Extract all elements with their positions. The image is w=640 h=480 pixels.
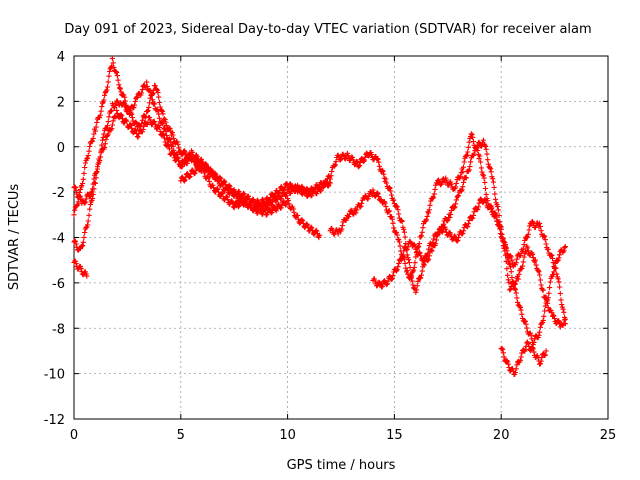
series-track-1 <box>71 55 333 218</box>
data-points <box>71 258 90 279</box>
y-tick-label: -12 <box>44 413 65 428</box>
data-points <box>370 196 568 348</box>
y-axis-label: SDTVAR / TECUs <box>7 184 22 291</box>
y-tick-label: -10 <box>44 368 65 383</box>
x-tick-label: 0 <box>70 428 78 443</box>
x-axis-label: GPS time / hours <box>287 458 396 473</box>
y-tick-label: -8 <box>52 322 65 337</box>
series-track-3 <box>71 107 568 327</box>
data-series-layer <box>71 55 568 377</box>
data-points <box>327 137 568 330</box>
y-tick-label: -2 <box>52 186 65 201</box>
series-track-7 <box>370 196 568 348</box>
x-axis-ticks: 0 5 10 15 20 25 <box>70 56 616 443</box>
series-track-8 <box>498 339 549 377</box>
series-track-6 <box>327 137 568 330</box>
x-tick-label: 25 <box>600 428 617 443</box>
series-track-4 <box>71 258 90 279</box>
y-tick-label: 2 <box>57 95 65 110</box>
y-tick-label: -4 <box>52 232 65 247</box>
grid-lines <box>74 56 608 419</box>
y-axis-ticks: -12 -10 -8 -6 -4 -2 0 2 4 <box>44 50 608 428</box>
x-tick-label: 15 <box>386 428 403 443</box>
chart-title: Day 091 of 2023, Sidereal Day-to-day VTE… <box>64 22 591 37</box>
data-points <box>71 55 333 218</box>
x-tick-label: 10 <box>279 428 296 443</box>
data-points <box>71 107 568 327</box>
y-tick-label: 4 <box>57 50 65 65</box>
y-tick-label: -6 <box>52 277 65 292</box>
y-tick-label: 0 <box>57 141 65 156</box>
data-points <box>498 339 549 377</box>
x-tick-label: 20 <box>493 428 510 443</box>
x-tick-label: 5 <box>177 428 185 443</box>
data-points <box>178 161 209 184</box>
series-track-5 <box>178 161 209 184</box>
